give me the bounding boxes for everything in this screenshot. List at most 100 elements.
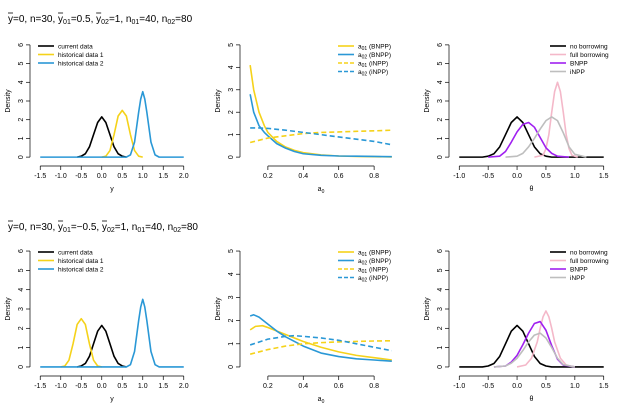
- x-tick-label: 0.4: [298, 173, 308, 180]
- row-title-2: y=0, n=30, y01=−0.5, y02=1, n01=40, n02=…: [8, 222, 198, 234]
- y-axis-label: Density: [5, 297, 12, 321]
- series-line-1: [249, 324, 392, 361]
- series-line-3: [249, 339, 392, 355]
- legend-label: a01 (BNPP): [358, 250, 391, 259]
- y-tick-label: 0: [437, 365, 444, 369]
- y-tick-label: 5: [437, 62, 444, 66]
- y-axis-label: Density: [424, 89, 431, 113]
- y-tick-label: 4: [228, 65, 235, 69]
- series-line-4: [493, 332, 575, 368]
- y-tick-label: 2: [228, 319, 235, 323]
- series-line-2: [516, 310, 576, 368]
- x-tick-label: 0.0: [512, 173, 522, 180]
- x-tick-label: -0.5: [75, 383, 87, 390]
- legend-label: iNPP: [570, 275, 585, 282]
- y-axis-label: Density: [5, 89, 12, 113]
- x-tick-label: 1.5: [599, 173, 609, 180]
- series-line-3: [249, 129, 392, 144]
- x-axis-label: a0: [318, 186, 325, 195]
- legend-label: current data: [58, 250, 93, 257]
- x-tick-label: 0.0: [512, 383, 522, 390]
- y-axis-label: Density: [215, 297, 222, 321]
- y-tick-label: 0: [228, 365, 235, 369]
- series-line-2: [101, 109, 143, 158]
- y-tick-label: 3: [437, 99, 444, 103]
- legend-label: historical data 2: [58, 267, 104, 274]
- panel-2-3: -1.0 -0.5 0.0 0.5 1.0 1.5 0 1 2 3 4 5 6 θ Density no bo…: [424, 249, 609, 403]
- y-tick-label: 0: [437, 155, 444, 159]
- x-tick-label: 0.0: [97, 173, 107, 180]
- y-tick-label: 4: [437, 80, 444, 84]
- legend-label: BNPP: [570, 61, 588, 68]
- y-tick-label: 3: [18, 307, 25, 311]
- x-tick-label: 1.5: [158, 383, 168, 390]
- x-tick-label: -0.5: [482, 173, 494, 180]
- x-tick-label: -1.0: [453, 173, 465, 180]
- legend-label: a02 (iNPP): [358, 69, 388, 78]
- y-tick-label: 5: [228, 43, 235, 47]
- x-tick-label: 0.4: [298, 383, 308, 390]
- y-tick-label: 5: [18, 268, 25, 272]
- panel-1-3: -1.0 -0.5 0.0 0.5 1.0 1.5 0 1 2 3 4 5 6 θ Density no bo…: [424, 43, 609, 193]
- legend-label: historical data 1: [58, 52, 104, 59]
- legend-label: current data: [58, 44, 93, 51]
- series-line-2: [60, 317, 102, 368]
- series-line-4: [250, 127, 392, 146]
- y-tick-label: 2: [437, 118, 444, 122]
- x-tick-label: -1.5: [34, 173, 46, 180]
- x-tick-label: 0.2: [263, 383, 273, 390]
- legend-label: no borrowing: [570, 250, 608, 257]
- x-tick-label: -1.0: [55, 383, 67, 390]
- y-tick-label: 2: [437, 326, 444, 330]
- x-tick-label: 0.8: [369, 173, 379, 180]
- x-tick-label: 2.0: [179, 383, 189, 390]
- x-axis-label: θ: [530, 396, 534, 403]
- x-tick-label: 2.0: [179, 173, 189, 180]
- legend: a01 (BNPP)a02 (BNPP)a01 (iNPP)a02 (iNPP): [338, 44, 391, 78]
- x-tick-label: 1.5: [599, 383, 609, 390]
- y-axis-label: Density: [424, 297, 431, 321]
- series-line-3: [40, 298, 184, 368]
- series-line-1: [76, 116, 127, 158]
- x-tick-label: 1.0: [138, 383, 148, 390]
- x-tick-label: -0.5: [75, 173, 87, 180]
- x-tick-label: 1.0: [570, 173, 580, 180]
- y-tick-label: 4: [18, 288, 25, 292]
- y-tick-label: 5: [18, 62, 25, 66]
- y-tick-label: 0: [18, 155, 25, 159]
- x-tick-label: 0.8: [369, 383, 379, 390]
- legend: a01 (BNPP)a02 (BNPP)a01 (iNPP)a02 (iNPP): [338, 250, 391, 284]
- series-line-4: [249, 334, 392, 352]
- legend-label: a02 (iNPP): [358, 275, 388, 284]
- y-tick-label: 3: [228, 88, 235, 92]
- y-tick-label: 1: [437, 346, 444, 350]
- y-tick-label: 2: [18, 118, 25, 122]
- y-tick-label: 1: [228, 342, 235, 346]
- x-axis-label: y: [110, 396, 114, 403]
- legend-label: BNPP: [570, 267, 588, 274]
- x-tick-label: 1.0: [570, 383, 580, 390]
- y-tick-label: 1: [228, 133, 235, 137]
- panel-1-1: -1.5 -1.0 -0.5 0.0 0.5 1.0 1.5 2.0 0 1 2 3 4 5 6 y Densi…: [5, 43, 189, 193]
- y-tick-label: 6: [437, 249, 444, 253]
- y-tick-label: 3: [18, 99, 25, 103]
- x-tick-label: 0.0: [97, 383, 107, 390]
- y-tick-label: 1: [437, 136, 444, 140]
- y-tick-label: 5: [437, 268, 444, 272]
- y-tick-label: 0: [18, 365, 25, 369]
- x-tick-label: 0.6: [334, 173, 344, 180]
- legend-label: historical data 1: [58, 258, 104, 265]
- y-tick-label: 6: [18, 43, 25, 47]
- series-line-1: [459, 116, 604, 158]
- y-tick-label: 5: [228, 249, 235, 253]
- y-tick-label: 4: [18, 80, 25, 84]
- x-tick-label: -1.5: [34, 383, 46, 390]
- legend-label: a02 (BNPP): [358, 52, 391, 61]
- y-tick-label: 0: [228, 155, 235, 159]
- y-tick-label: 4: [228, 272, 235, 276]
